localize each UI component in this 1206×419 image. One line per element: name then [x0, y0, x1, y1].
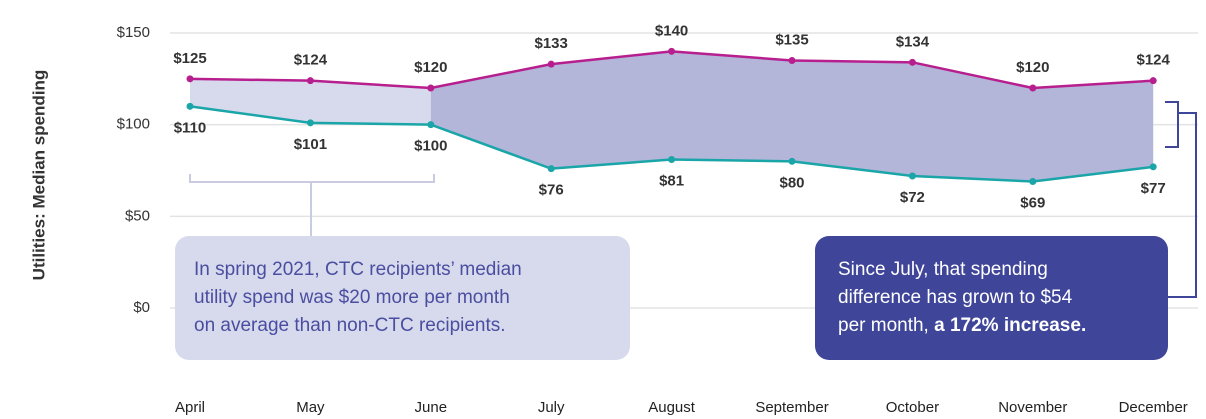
bracket — [1165, 101, 1197, 298]
annotation-box — [815, 236, 1168, 360]
point — [547, 165, 555, 173]
point — [306, 77, 314, 85]
point — [547, 60, 555, 68]
point — [427, 121, 435, 129]
value-label: $120 — [414, 59, 447, 76]
value-label: $120 — [1016, 59, 1049, 76]
value-label: $124 — [294, 52, 328, 69]
x-tick-label: July — [538, 399, 565, 416]
x-tick-label: June — [415, 399, 448, 416]
value-label: $81 — [659, 172, 684, 189]
x-tick-label: October — [886, 399, 939, 416]
gap-area — [430, 51, 1154, 182]
point — [1149, 163, 1157, 171]
y-axis-label: Utilities: Median spending — [29, 70, 48, 281]
point — [668, 156, 676, 163]
x-tick-label: December — [1119, 399, 1188, 416]
value-label: $133 — [535, 35, 568, 52]
y-tick-label: $50 — [125, 207, 150, 224]
point — [427, 84, 435, 92]
annotation-text: per month, a 172% increase. — [838, 315, 1086, 336]
annotation-text: Since July, that spending — [838, 259, 1048, 280]
areas — [190, 51, 1154, 182]
point — [306, 119, 314, 127]
value-label: $110 — [174, 119, 207, 136]
point — [1029, 178, 1037, 185]
value-label: $124 — [1137, 52, 1171, 69]
value-label: $69 — [1020, 194, 1045, 211]
y-tick-label: $100 — [117, 116, 150, 133]
value-label: $77 — [1141, 180, 1166, 197]
point — [186, 102, 194, 110]
point — [186, 75, 194, 83]
annotation-text: on average than non-CTC recipients. — [194, 315, 506, 336]
point — [1029, 84, 1037, 92]
value-label: $80 — [779, 174, 804, 191]
point — [788, 57, 796, 64]
gap-area — [190, 78, 431, 125]
annotation-text: In spring 2021, CTC recipients’ median — [194, 259, 522, 280]
point — [668, 47, 676, 55]
x-tick-label: September — [755, 399, 828, 416]
x-tick-label: November — [998, 399, 1067, 416]
value-label: $135 — [775, 31, 808, 48]
value-label: $101 — [294, 136, 327, 153]
x-tick-label: April — [175, 399, 205, 416]
point — [908, 58, 916, 66]
annotation-text: difference has grown to $54 — [838, 287, 1073, 308]
lines — [186, 47, 1157, 185]
annotation-text: per month, — [838, 315, 934, 336]
y-tick-label: $150 — [117, 24, 150, 41]
bracket — [189, 174, 435, 236]
value-label: $134 — [896, 33, 930, 50]
annotation-bold: a 172% increase. — [934, 315, 1086, 336]
x-tick-label: May — [296, 399, 325, 416]
value-label: $76 — [539, 182, 564, 199]
value-label: $125 — [173, 50, 206, 67]
annotation-box — [175, 236, 630, 360]
point — [908, 172, 916, 180]
point — [788, 157, 796, 165]
annotation-text: utility spend was $20 more per month — [194, 287, 510, 308]
y-tick-label: $0 — [133, 299, 150, 316]
value-label: $140 — [655, 22, 688, 39]
x-tick-label: August — [648, 399, 696, 416]
value-label: $72 — [900, 189, 925, 206]
value-label: $100 — [414, 138, 447, 155]
point — [1149, 77, 1157, 85]
